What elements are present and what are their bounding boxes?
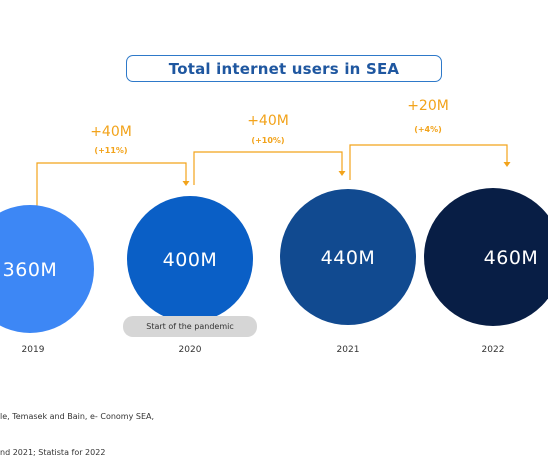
bubble — [0, 205, 94, 333]
year-label: 2019 — [22, 345, 45, 355]
arrow-head-icon — [182, 181, 190, 186]
source-line: le, Temasek and Bain, e- Conomy SEA, — [0, 412, 155, 421]
arrow-head-icon — [338, 171, 346, 176]
source-note: le, Temasek and Bain, e- Conomy SEA, nd … — [0, 387, 154, 471]
growth-bracket — [193, 151, 343, 185]
year-label: 2020 — [179, 345, 202, 355]
growth-bracket — [36, 162, 187, 207]
value-label: 360M — [3, 259, 58, 281]
value-label: 460M — [484, 247, 539, 269]
bubble — [424, 188, 548, 326]
chart-title: Total internet users in SEA — [126, 55, 442, 82]
year-label: 2021 — [337, 345, 360, 355]
value-label: 440M — [321, 247, 376, 269]
bubble — [127, 196, 253, 322]
growth-percent: (+10%) — [251, 136, 284, 145]
arrow-head-icon — [503, 162, 511, 167]
year-label: 2022 — [482, 345, 505, 355]
source-line: nd 2021; Statista for 2022 — [0, 448, 106, 457]
growth-percent: (+11%) — [94, 146, 127, 155]
growth-label: +40M — [247, 113, 289, 129]
bubble-chart: +40M (+11%) +40M (+10%) +20M (+4%) 360M 2019 400… — [0, 98, 548, 355]
growth-bracket — [349, 144, 508, 180]
growth-label: +20M — [407, 98, 449, 114]
value-label: 400M — [163, 249, 218, 271]
growth-percent: (+4%) — [414, 125, 442, 134]
pandemic-annotation: Start of the pandemic — [123, 316, 257, 337]
growth-label: +40M — [90, 124, 132, 140]
bubble — [280, 189, 416, 325]
